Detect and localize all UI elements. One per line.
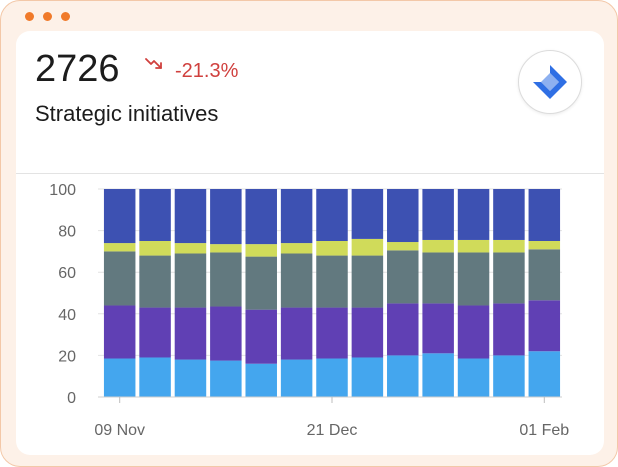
window-controls [25,12,70,21]
bar-segment [280,307,313,360]
bar-segment [280,359,313,397]
x-tick-label: 21 Dec [307,422,358,439]
bar-segment [457,305,490,359]
bar-segment [316,358,348,397]
bar-segment [245,256,277,310]
bar-segment [174,253,207,308]
bar-segment [387,355,419,397]
bar-segment [139,255,171,308]
metric-value: 2726 [35,48,120,90]
window-dot-1[interactable] [25,12,34,21]
y-tick-label: 80 [58,224,76,241]
card-header: 2726 -21.3% Strategic initiatives [16,31,604,174]
bar-segment [280,189,313,244]
bar-segment [422,303,454,354]
bar-segment [103,251,136,306]
bar-segment [210,189,242,245]
x-tick-label: 09 Nov [94,422,145,439]
bar-segment [210,244,242,253]
bar-segment [103,243,136,252]
bar-segment [174,307,207,360]
y-tick-label: 0 [67,390,76,407]
bar-segment [103,358,136,397]
bar-segment [316,189,348,241]
bar-segment [139,357,171,397]
bar-segment [528,249,561,301]
bar-segment [351,357,384,397]
bar-segment [210,360,242,397]
y-tick-label: 60 [58,265,76,282]
bar-segment [245,189,277,245]
bar-segment [174,359,207,397]
bar-segment [351,238,384,256]
window-dot-2[interactable] [43,12,52,21]
bar-segment [103,189,136,244]
bar-segment [457,239,490,253]
bar-segment [493,252,525,304]
bar-segment [316,241,348,256]
metric-label: Strategic initiatives [35,101,219,126]
bar-segment [316,255,348,308]
bar-segment [528,189,561,241]
bar-segment [103,305,136,359]
bar-segment [493,239,525,253]
bar-segment [139,241,171,256]
trending-down-icon [145,58,162,69]
bar-segment [528,351,561,397]
bar-segment [422,353,454,397]
bar-segment [457,189,490,240]
bar-segment [245,363,277,397]
bar-segment [245,309,277,364]
bar-segment [493,189,525,240]
bar-segment [210,306,242,361]
bar-segment [351,255,384,308]
bar-segment [316,307,348,359]
window-dot-3[interactable] [61,12,70,21]
bar-segment [245,244,277,257]
bar-segment [387,242,419,251]
bar-segment [528,300,561,352]
bar-segment [174,189,207,244]
bar-segment [139,189,171,241]
bar-segment [351,307,384,358]
bar-segment [280,243,313,254]
bar-segment [457,358,490,397]
bar-segment [457,252,490,306]
stacked-bar-chart: 0 20 40 60 80 100 09 Nov 21 Dec 01 Feb [49,182,569,439]
bar-segment [139,307,171,358]
bar-segment [422,189,454,240]
y-tick-label: 20 [58,348,76,365]
bar-segment [210,252,242,307]
bar-segment [493,303,525,356]
bar-segment [351,189,384,239]
y-tick-label: 100 [49,182,76,199]
x-tick-label: 01 Feb [519,422,569,439]
bar-segment [280,253,313,308]
y-tick-label: 40 [58,307,76,324]
bar-segment [174,243,207,254]
metric-change: -21.3% [175,60,239,82]
metric-card: 2726 -21.3% Strategic initiatives 0 20 40 6… [16,31,604,455]
bar-segment [422,239,454,253]
bar-segment [493,355,525,397]
bar-segment [387,189,419,243]
bar-segment [387,303,419,356]
bar-segment [387,250,419,304]
bar-segment [422,252,454,304]
jira-logo[interactable] [518,50,582,114]
bar-segment [528,241,561,250]
jira-logo-icon [533,65,567,99]
